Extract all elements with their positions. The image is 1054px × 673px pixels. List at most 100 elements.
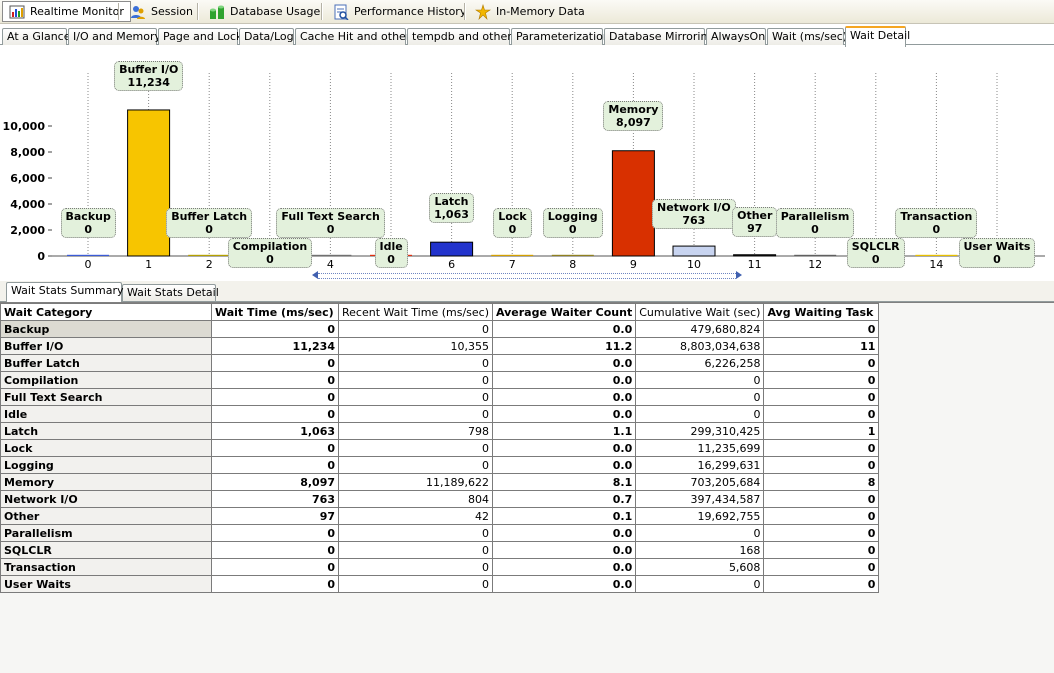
table-row[interactable]: Network I/O 763 804 0.7 397,434,587 0 [0,490,880,508]
bar-transaction[interactable] [915,254,958,256]
column-header-wait-time-ms-sec[interactable]: Wait Time (ms/sec) [211,303,339,321]
bar-backup[interactable] [67,254,109,256]
callout-memory: Memory 8,097 [603,101,664,131]
row-value-cell-cumulative-wait-sec: 0 [635,388,765,406]
callout-value-label: 97 [747,222,763,235]
row-value-cell-wait-time-ms-sec: 0 [211,320,339,338]
tab-parameterization[interactable]: Parameterization [511,28,610,46]
row-value-cell-recent-wait-time-ms-sec: 0 [338,575,493,593]
tab-wait-detail[interactable]: Wait Detail [845,26,910,47]
table-row[interactable]: Parallelism 0 0 0.0 0 0 [0,524,880,542]
table-row[interactable]: User Waits 0 0 0.0 0 0 [0,575,880,593]
row-value-cell-wait-time-ms-sec: 0 [211,439,339,457]
scroll-right-arrow-icon[interactable] [736,271,742,279]
chart-horizontal-scrollbar[interactable] [312,271,742,279]
row-value-cell-recent-wait-time-ms-sec: 0 [338,439,493,457]
callout-value-label: 0 [871,253,880,266]
row-value-cell-avg-waiting-task: 0 [763,439,880,457]
scroll-left-arrow-icon[interactable] [312,271,318,279]
row-value-cell-recent-wait-time-ms-sec: 0 [338,524,493,542]
session-button[interactable]: Session [124,1,199,22]
bar-buffer-i-o[interactable] [127,109,171,257]
realtime-monitor-button[interactable]: Realtime Monitor [2,1,131,22]
row-value-cell-avg-waiting-task: 8 [763,473,880,491]
row-value-cell-cumulative-wait-sec: 703,205,684 [635,473,765,491]
tab-tempdb-and-others[interactable]: tempdb and others [407,28,517,46]
y-tick-label-4000: 4,000 [10,198,45,211]
x-tick-label-1: 1 [145,258,152,271]
column-header-recent-wait-time-ms-sec[interactable]: Recent Wait Time (ms/sec) [338,303,493,321]
in-memory-data-button[interactable]: In-Memory Data [469,1,591,22]
callout-value-label: 11,234 [127,76,170,89]
tab-page-and-lock[interactable]: Page and Lock [158,28,242,46]
tab-i-o-and-memory[interactable]: I/O and Memory [68,28,161,46]
x-tick-label-8: 8 [569,258,576,271]
row-value-cell-avg-waiting-task: 0 [763,354,880,372]
row-value-cell-average-waiter-count: 0.0 [491,320,637,338]
bar-latch[interactable] [430,241,474,257]
callout-category-label: Full Text Search [281,210,380,223]
row-category-cell: Parallelism [0,524,212,542]
y-tick-label-2000: 2,000 [10,224,45,237]
bar-memory[interactable] [611,150,655,257]
table-row[interactable]: Compilation 0 0 0.0 0 0 [0,371,880,389]
row-value-cell-wait-time-ms-sec: 0 [211,456,339,474]
tab-wait-ms-sec[interactable]: Wait (ms/sec) [767,28,847,46]
table-row[interactable]: Memory 8,097 11,189,622 8.1 703,205,684 8 [0,473,880,491]
bar-full-text-search[interactable] [309,254,352,256]
table-row[interactable]: Buffer Latch 0 0 0.0 6,226,258 0 [0,354,880,372]
bar-logging[interactable] [551,254,594,256]
tab-database-mirroring[interactable]: Database Mirroring [604,28,714,46]
callout-category-label: Buffer I/O [119,63,179,76]
row-value-cell-avg-waiting-task: 0 [763,524,880,542]
table-header-row: Wait Category Wait Time (ms/sec) Recent Wa… [0,303,880,321]
bar-buffer-latch[interactable] [188,254,231,256]
tab-alwayson[interactable]: AlwaysOn [706,28,766,46]
subtab-wait-stats-detail[interactable]: Wait Stats Detail [122,284,219,301]
performance-history-button[interactable]: Performance History [327,1,472,22]
table-row[interactable]: Other 97 42 0.1 19,692,755 0 [0,507,880,525]
table-row[interactable]: Transaction 0 0 0.0 5,608 0 [0,558,880,576]
table-row[interactable]: Full Text Search 0 0 0.0 0 0 [0,388,880,406]
table-row[interactable]: Logging 0 0 0.0 16,299,631 0 [0,456,880,474]
row-category-cell: Idle [0,405,212,423]
bar-parallelism[interactable] [794,254,837,256]
x-tick-label-0: 0 [85,258,92,271]
callout-category-label: Memory [608,103,659,116]
row-value-cell-wait-time-ms-sec: 0 [211,354,339,372]
table-row[interactable]: Buffer I/O 11,234 10,355 11.2 8,803,034,638 1… [0,337,880,355]
database-usage-button[interactable]: Database Usage [203,1,326,22]
row-value-cell-wait-time-ms-sec: 0 [211,541,339,559]
bar-network-i-o[interactable] [672,245,716,257]
row-value-cell-avg-waiting-task: 0 [763,541,880,559]
row-category-cell: Buffer Latch [0,354,212,372]
y-tick-label-0: 0 [37,250,45,263]
table-row[interactable]: SQLCLR 0 0 0.0 168 0 [0,541,880,559]
callout-value-label: 0 [387,253,395,266]
column-header-average-waiter-count[interactable]: Average Waiter Count [491,303,637,321]
tab-at-a-glance[interactable]: At a Glance [2,28,71,46]
table-row[interactable]: Idle 0 0 0.0 0 0 [0,405,880,423]
bar-lock[interactable] [491,254,534,256]
row-value-cell-wait-time-ms-sec: 0 [211,388,339,406]
row-value-cell-recent-wait-time-ms-sec: 11,189,622 [338,473,493,491]
table-row[interactable]: Lock 0 0 0.0 11,235,699 0 [0,439,880,457]
table-row[interactable]: Latch 1,063 798 1.1 299,310,425 1 [0,422,880,440]
column-header-avg-waiting-task[interactable]: Avg Waiting Task [763,303,880,321]
tab-data-log[interactable]: Data/Log [239,28,294,46]
callout-user-waits: User Waits 0 [958,238,1036,268]
row-value-cell-recent-wait-time-ms-sec: 0 [338,388,493,406]
row-value-cell-recent-wait-time-ms-sec: 0 [338,371,493,389]
database-usage-label: Database Usage [230,5,321,18]
row-value-cell-cumulative-wait-sec: 8,803,034,638 [635,337,765,355]
wait-detail-chart: 02,0004,0006,0008,00010,0000123456789101… [0,45,1054,279]
callout-backup: Backup 0 [60,208,116,238]
column-header-wait-category[interactable]: Wait Category [0,303,212,321]
row-category-cell: Lock [0,439,212,457]
bar-other[interactable] [733,254,777,257]
subtab-wait-stats-summary[interactable]: Wait Stats Summary [6,282,124,302]
row-category-cell: User Waits [0,575,212,593]
tab-cache-hit-and-others[interactable]: Cache Hit and others [295,28,416,46]
table-row[interactable]: Backup 0 0 0.0 479,680,824 0 [0,320,880,338]
column-header-cumulative-wait-sec[interactable]: Cumulative Wait (sec) [635,303,765,321]
